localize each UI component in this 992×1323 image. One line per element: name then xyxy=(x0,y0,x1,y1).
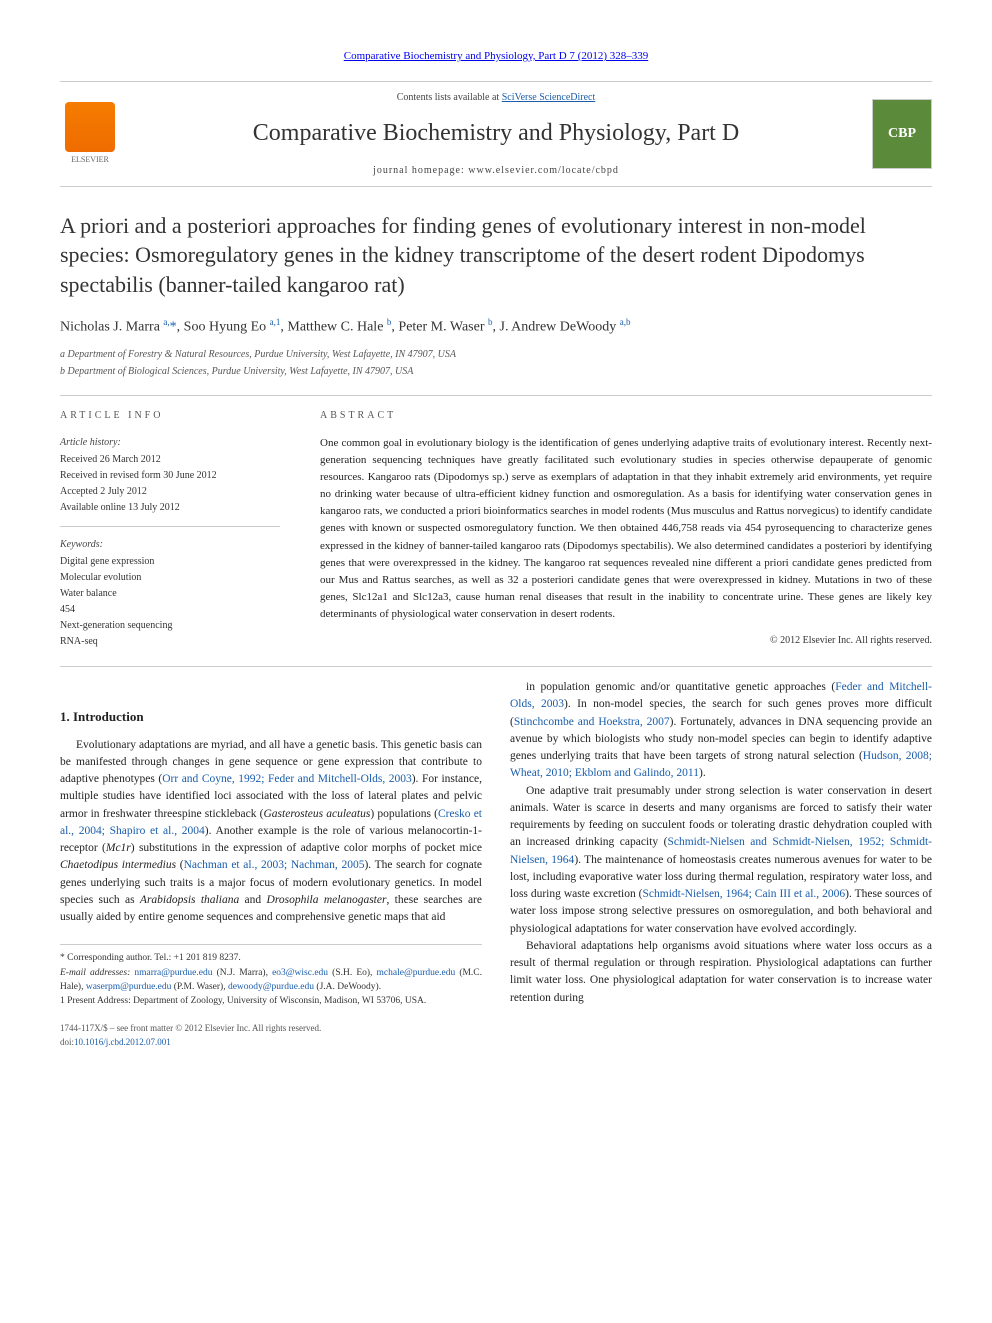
issn-line: 1744-117X/$ – see front matter © 2012 El… xyxy=(60,1022,932,1036)
email-addresses: E-mail addresses: nmarra@purdue.edu (N.J… xyxy=(60,966,482,995)
keywords-label: Keywords: xyxy=(60,537,280,552)
cbp-label: CBP xyxy=(888,123,916,144)
keyword: Molecular evolution xyxy=(60,570,280,585)
meta-abstract-row: ARTICLE INFO Article history: Received 2… xyxy=(60,408,932,650)
contents-prefix: Contents lists available at xyxy=(397,92,502,103)
journal-header: ELSEVIER Contents lists available at Sci… xyxy=(60,81,932,187)
corresponding-author-note: * Corresponding author. Tel.: +1 201 819… xyxy=(60,951,482,965)
body-two-column: 1. Introduction Evolutionary adaptations… xyxy=(60,679,932,1008)
present-address-note: 1 Present Address: Department of Zoology… xyxy=(60,994,482,1008)
header-center: Contents lists available at SciVerse Sci… xyxy=(120,90,872,178)
homepage-label: journal homepage: xyxy=(373,165,468,176)
keyword: Water balance xyxy=(60,586,280,601)
abstract-text: One common goal in evolutionary biology … xyxy=(320,435,932,623)
body-paragraph: in population genomic and/or quantitativ… xyxy=(510,679,932,783)
footnotes: * Corresponding author. Tel.: +1 201 819… xyxy=(60,944,482,1008)
history-item: Available online 13 July 2012 xyxy=(60,500,280,515)
elsevier-logo: ELSEVIER xyxy=(60,99,120,169)
journal-name: Comparative Biochemistry and Physiology,… xyxy=(120,115,872,151)
affiliation: a Department of Forestry & Natural Resou… xyxy=(60,347,932,362)
article-history: Article history: Received 26 March 2012 … xyxy=(60,435,280,527)
article-title: A priori and a posteriori approaches for… xyxy=(60,211,932,300)
doi-line: doi:10.1016/j.cbd.2012.07.001 xyxy=(60,1036,932,1050)
contents-list-line: Contents lists available at SciVerse Sci… xyxy=(120,90,872,105)
history-item: Received in revised form 30 June 2012 xyxy=(60,468,280,483)
journal-reference-link[interactable]: Comparative Biochemistry and Physiology,… xyxy=(344,50,649,62)
history-label: Article history: xyxy=(60,435,280,450)
article-info-label: ARTICLE INFO xyxy=(60,408,280,423)
divider xyxy=(60,395,932,396)
section-heading-intro: 1. Introduction xyxy=(60,707,482,727)
keyword: 454 xyxy=(60,602,280,617)
elsevier-label: ELSEVIER xyxy=(71,154,109,166)
history-item: Received 26 March 2012 xyxy=(60,452,280,467)
running-header: Comparative Biochemistry and Physiology,… xyxy=(60,48,932,65)
affiliations: a Department of Forestry & Natural Resou… xyxy=(60,347,932,379)
cbp-cover-thumbnail: CBP xyxy=(872,99,932,169)
body-paragraph: Behavioral adaptations help organisms av… xyxy=(510,938,932,1007)
footer: 1744-117X/$ – see front matter © 2012 El… xyxy=(60,1022,932,1049)
elsevier-tree-icon xyxy=(65,102,115,152)
keyword: RNA-seq xyxy=(60,634,280,649)
homepage-url: www.elsevier.com/locate/cbpd xyxy=(468,165,619,176)
emails-label: E-mail addresses: xyxy=(60,968,134,978)
body-paragraph: Evolutionary adaptations are myriad, and… xyxy=(60,737,482,927)
doi-link[interactable]: 10.1016/j.cbd.2012.07.001 xyxy=(74,1037,171,1047)
author-list: Nicholas J. Marra a,*, Soo Hyung Eo a,1,… xyxy=(60,316,932,338)
article-info-column: ARTICLE INFO Article history: Received 2… xyxy=(60,408,280,650)
keyword: Next-generation sequencing xyxy=(60,618,280,633)
divider xyxy=(60,666,932,667)
journal-homepage: journal homepage: www.elsevier.com/locat… xyxy=(120,163,872,178)
history-item: Accepted 2 July 2012 xyxy=(60,484,280,499)
affiliation: b Department of Biological Sciences, Pur… xyxy=(60,364,932,379)
body-paragraph: One adaptive trait presumably under stro… xyxy=(510,783,932,938)
keyword: Digital gene expression xyxy=(60,554,280,569)
sciencedirect-link[interactable]: SciVerse ScienceDirect xyxy=(502,92,596,103)
abstract-label: ABSTRACT xyxy=(320,408,932,423)
abstract-column: ABSTRACT One common goal in evolutionary… xyxy=(320,408,932,650)
abstract-copyright: © 2012 Elsevier Inc. All rights reserved… xyxy=(320,633,932,648)
